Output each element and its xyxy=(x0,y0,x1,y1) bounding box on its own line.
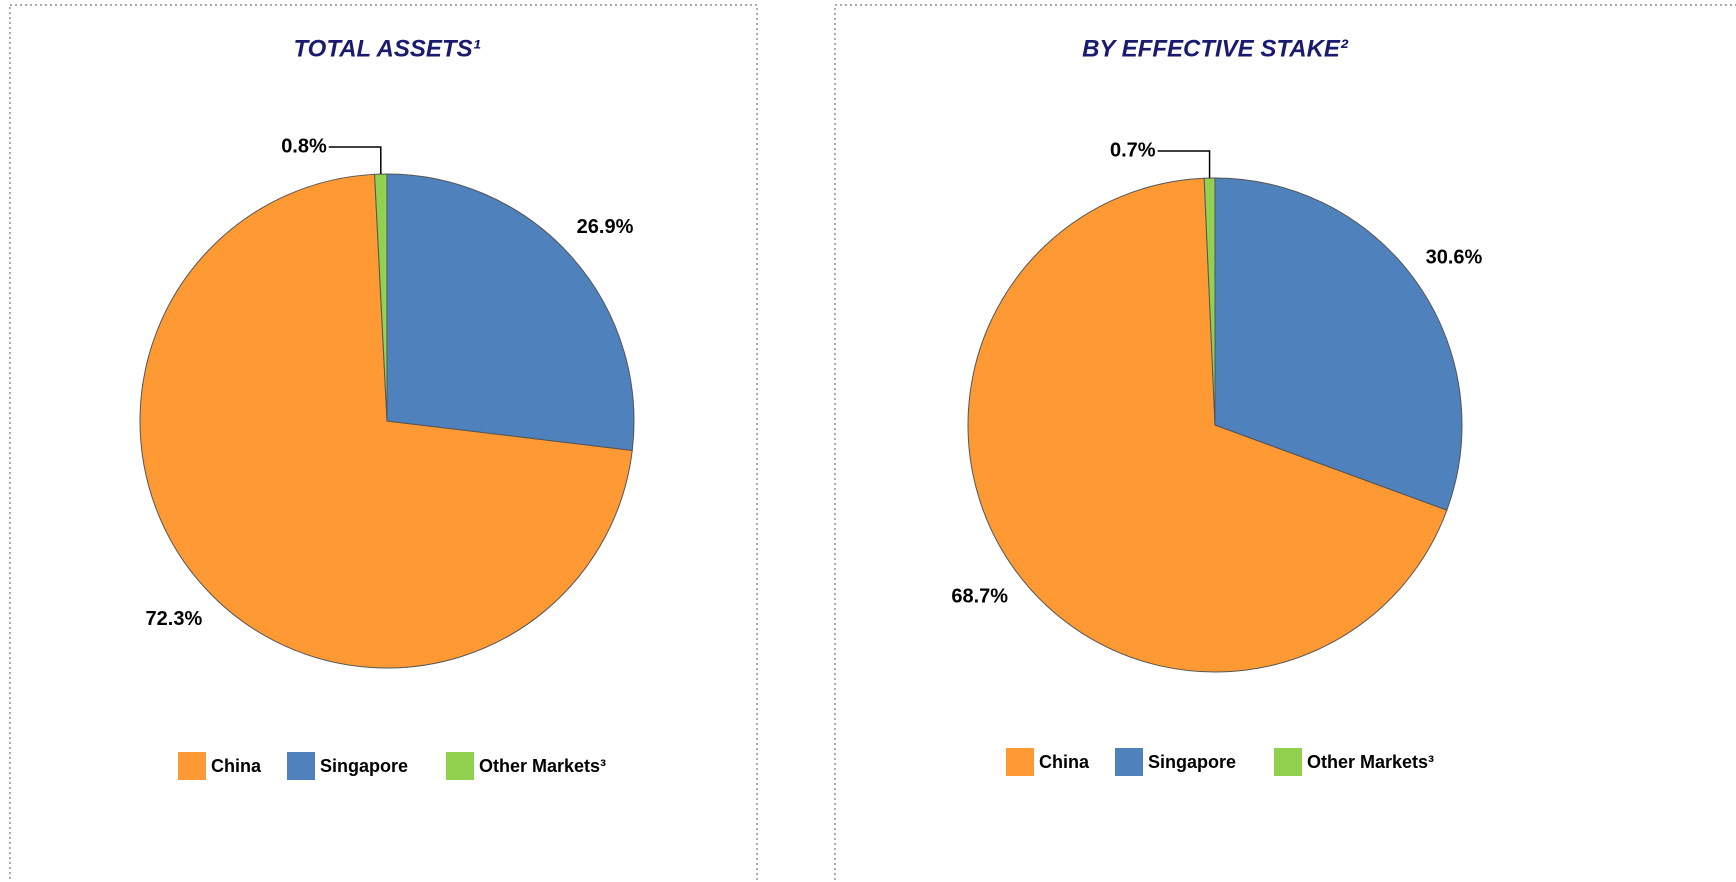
panel-frame xyxy=(9,4,758,882)
chart-title: TOTAL ASSETS¹ xyxy=(293,35,480,62)
pie-slice xyxy=(386,173,635,451)
leader-line xyxy=(1157,150,1211,179)
data-label: 68.7% xyxy=(951,585,1008,607)
legend-label: Other Markets³ xyxy=(479,756,606,776)
legend-swatch xyxy=(287,752,315,780)
chart-title: BY EFFECTIVE STAKE² xyxy=(1082,35,1349,62)
legend-label: Singapore xyxy=(1148,752,1236,772)
legend-label: China xyxy=(211,756,262,776)
legend-swatch xyxy=(1115,748,1143,776)
data-label: 0.8% xyxy=(281,135,327,157)
legend-label: Singapore xyxy=(320,756,408,776)
data-label: 26.9% xyxy=(577,216,634,238)
data-label: 0.7% xyxy=(1110,139,1156,161)
panel-frame xyxy=(834,4,1736,882)
pie-slice xyxy=(1214,177,1463,511)
pie-slice xyxy=(139,173,633,669)
data-label: 30.6% xyxy=(1426,246,1483,268)
leader-line xyxy=(328,146,382,175)
legend-swatch xyxy=(1274,748,1302,776)
data-label: 72.3% xyxy=(146,608,203,630)
pie-slice xyxy=(1203,177,1216,426)
legend-label: Other Markets³ xyxy=(1307,752,1434,772)
legend-swatch xyxy=(178,752,206,780)
legend-label: China xyxy=(1039,752,1090,772)
pie-slice xyxy=(374,173,388,422)
pie-slice xyxy=(967,177,1448,673)
legend-swatch xyxy=(446,752,474,780)
legend-swatch xyxy=(1006,748,1034,776)
